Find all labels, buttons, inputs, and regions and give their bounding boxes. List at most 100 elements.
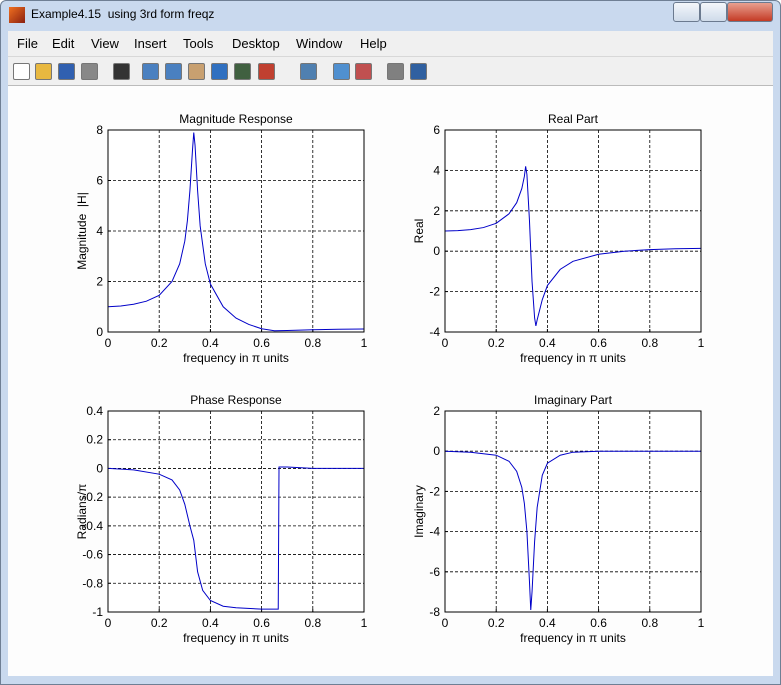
y-tick-label: -2 bbox=[429, 484, 440, 498]
y-tick-label: -8 bbox=[429, 605, 440, 619]
x-tick-label: 0.8 bbox=[304, 616, 321, 630]
menu-item[interactable]: Insert bbox=[134, 36, 167, 51]
y-tick-label: 4 bbox=[433, 163, 440, 177]
y-tick-label: 6 bbox=[433, 123, 440, 137]
toolbar-button[interactable] bbox=[165, 63, 182, 80]
axes-box bbox=[444, 129, 702, 333]
y-axis-label: Real bbox=[412, 219, 426, 244]
menu-item[interactable]: Tools bbox=[183, 36, 214, 51]
app-icon bbox=[9, 7, 25, 23]
x-tick-label: 0.6 bbox=[590, 616, 607, 630]
window-title: Example4.15 using 3rd form freqz bbox=[31, 7, 215, 21]
chart-title: Phase Response bbox=[190, 393, 282, 407]
y-tick-label: -2 bbox=[429, 285, 440, 299]
x-axis-label: frequency in π units bbox=[183, 631, 289, 645]
toolbar-button[interactable] bbox=[410, 63, 427, 80]
x-axis-label: frequency in π units bbox=[183, 351, 289, 365]
axes-background bbox=[445, 130, 701, 332]
toolbar-button[interactable] bbox=[355, 63, 372, 80]
menu-item[interactable]: Desktop bbox=[232, 36, 280, 51]
toolbar-button[interactable] bbox=[35, 63, 52, 80]
figure: 0 0.2 0.4 0.6 0.8 1 0 2 4 6 8 Magnitude Response fre… bbox=[8, 86, 773, 676]
y-tick-label: 2 bbox=[433, 404, 440, 418]
y-tick-label: 4 bbox=[96, 224, 103, 238]
x-tick-label: 0.2 bbox=[488, 616, 505, 630]
menu-bar: File Edit View Insert Tools Desktop Window Help bbox=[8, 31, 773, 57]
toolbar-button[interactable] bbox=[58, 63, 75, 80]
y-axis-label: Imaginary bbox=[412, 485, 426, 538]
x-tick-label: 0.6 bbox=[253, 616, 270, 630]
x-tick-label: 0.2 bbox=[151, 616, 168, 630]
menu-item[interactable]: View bbox=[91, 36, 119, 51]
toolbar-button[interactable] bbox=[333, 63, 350, 80]
toolbar-button[interactable] bbox=[387, 63, 404, 80]
y-tick-label: -1 bbox=[92, 605, 103, 619]
x-tick-label: 0.4 bbox=[202, 336, 219, 350]
axes-box bbox=[107, 129, 365, 333]
y-tick-label: 2 bbox=[433, 204, 440, 218]
y-tick-label: -0.8 bbox=[82, 576, 103, 590]
x-axis-label: frequency in π units bbox=[520, 631, 626, 645]
toolbar-button[interactable] bbox=[300, 63, 317, 80]
axes-box bbox=[444, 410, 702, 613]
x-tick-label: 0 bbox=[105, 616, 112, 630]
toolbar bbox=[8, 57, 773, 86]
chart-title: Magnitude Response bbox=[179, 112, 293, 126]
toolbar-button[interactable] bbox=[142, 63, 159, 80]
y-tick-label: -0.2 bbox=[82, 490, 103, 504]
toolbar-button[interactable] bbox=[113, 63, 130, 80]
data-line bbox=[444, 450, 701, 611]
chart-title: Real Part bbox=[548, 112, 599, 126]
x-tick-label: 1 bbox=[698, 616, 705, 630]
y-tick-label: 0.2 bbox=[86, 433, 103, 447]
x-tick-label: 0.8 bbox=[641, 336, 658, 350]
x-tick-label: 0.6 bbox=[253, 336, 270, 350]
y-tick-label: 0 bbox=[96, 325, 103, 339]
x-tick-label: 0.4 bbox=[539, 336, 556, 350]
y-tick-label: -6 bbox=[429, 565, 440, 579]
y-axis-label: Radians/π bbox=[75, 484, 89, 540]
toolbar-button[interactable] bbox=[81, 63, 98, 80]
toolbar-button[interactable] bbox=[258, 63, 275, 80]
menu-item[interactable]: Window bbox=[296, 36, 343, 51]
axes-background bbox=[445, 411, 701, 612]
y-axis-label: Magnitude |H| bbox=[75, 192, 89, 270]
x-tick-label: 0 bbox=[105, 336, 112, 350]
y-tick-label: 0 bbox=[433, 244, 440, 258]
toolbar-button[interactable] bbox=[211, 63, 228, 80]
toolbar-button[interactable] bbox=[188, 63, 205, 80]
toolbar-button[interactable] bbox=[13, 63, 30, 80]
y-tick-label: -0.4 bbox=[82, 519, 103, 533]
y-tick-label: -4 bbox=[429, 525, 440, 539]
x-tick-label: 1 bbox=[698, 336, 705, 350]
x-tick-label: 0.4 bbox=[539, 616, 556, 630]
x-tick-label: 0.6 bbox=[590, 336, 607, 350]
menu-item[interactable]: File bbox=[17, 36, 38, 51]
menu-item[interactable]: Edit bbox=[52, 36, 75, 51]
chart-title: Imaginary Part bbox=[534, 393, 613, 407]
y-tick-label: -4 bbox=[429, 325, 440, 339]
title-bar: Example4.15 using 3rd form freqz bbox=[1, 1, 780, 29]
x-tick-label: 0.8 bbox=[304, 336, 321, 350]
x-tick-label: 0 bbox=[442, 336, 449, 350]
y-tick-label: 0.4 bbox=[86, 404, 103, 418]
x-tick-label: 1 bbox=[361, 616, 368, 630]
y-tick-label: 0 bbox=[96, 461, 103, 475]
menu-item[interactable]: Help bbox=[360, 36, 387, 51]
y-tick-label: 6 bbox=[96, 174, 103, 188]
maximize-button[interactable] bbox=[700, 2, 727, 22]
y-tick-label: 2 bbox=[96, 275, 103, 289]
y-tick-label: 0 bbox=[433, 444, 440, 458]
axes-background bbox=[108, 411, 364, 612]
close-button[interactable] bbox=[727, 2, 773, 22]
toolbar-button[interactable] bbox=[234, 63, 251, 80]
x-tick-label: 0 bbox=[442, 616, 449, 630]
minimize-button[interactable] bbox=[673, 2, 700, 22]
y-tick-label: -0.6 bbox=[82, 548, 103, 562]
x-axis-label: frequency in π units bbox=[520, 351, 626, 365]
data-line bbox=[107, 132, 365, 332]
x-tick-label: 0.4 bbox=[202, 616, 219, 630]
x-tick-label: 1 bbox=[361, 336, 368, 350]
data-line bbox=[107, 466, 364, 610]
